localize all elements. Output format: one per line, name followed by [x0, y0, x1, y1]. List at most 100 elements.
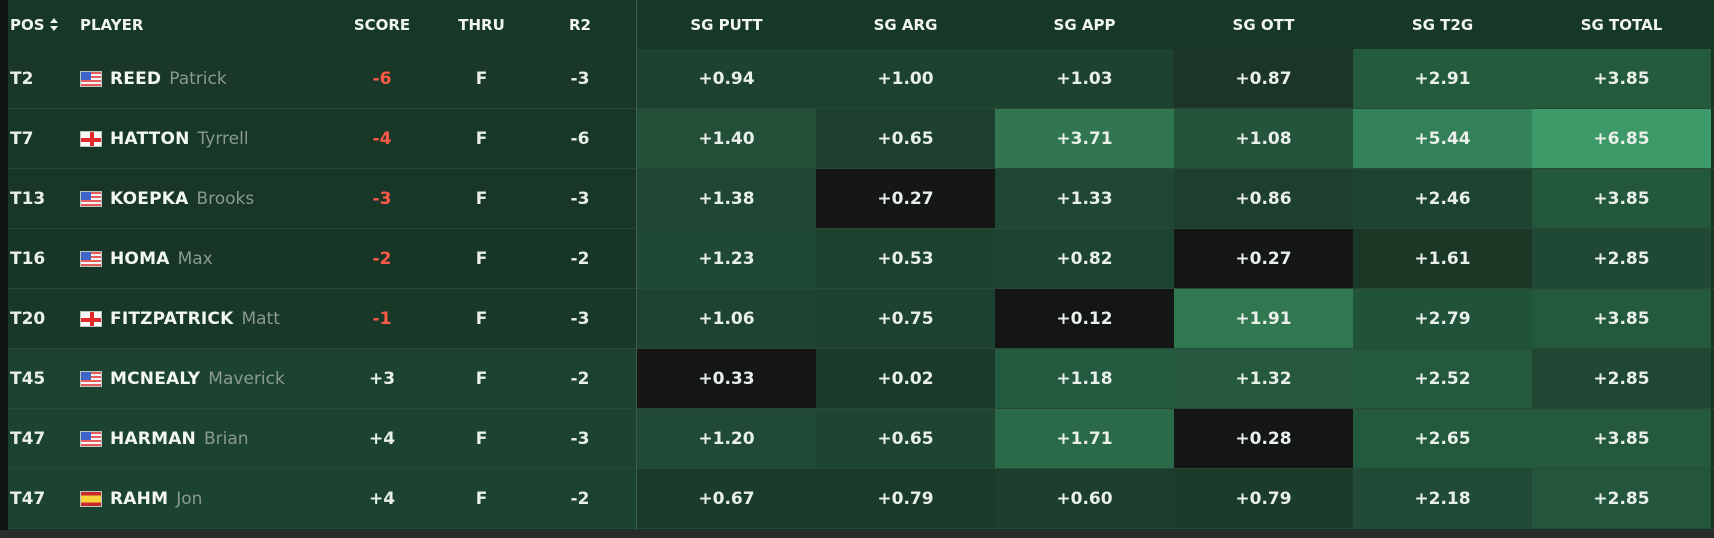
sg-t2g-cell: +2.65: [1353, 409, 1532, 469]
header-sg-arg[interactable]: SG ARG: [873, 15, 938, 34]
leaderboard-table: POS PLAYER SCORE THRU R2 SG PUTT SG ARG …: [8, 0, 1714, 530]
sg-t2g-cell: +5.44: [1353, 109, 1532, 169]
header-thru[interactable]: THRU: [458, 15, 505, 34]
thru-cell: F: [475, 69, 488, 89]
player-first-name: Max: [177, 249, 213, 269]
player-first-name: Tyrrell: [197, 129, 249, 149]
header-player[interactable]: PLAYER: [80, 15, 144, 34]
sg-app-cell: +3.71: [995, 109, 1174, 169]
table-row[interactable]: T47 RAHM Jon +4 F -2 +0.67 +0.79 +0.60 +…: [8, 469, 1714, 529]
score-cell: -3: [372, 189, 392, 209]
row-left: T7 HATTON Tyrrell -4 F -6: [8, 109, 637, 169]
score-cell: -1: [372, 309, 392, 329]
player-cell[interactable]: HARMAN Brian: [80, 409, 332, 469]
position-cell: T16: [10, 249, 46, 269]
us-flag-icon: [80, 431, 102, 447]
position-cell: T45: [10, 369, 46, 389]
sg-app-cell: +1.03: [995, 49, 1174, 109]
player-cell[interactable]: REED Patrick: [80, 49, 332, 109]
position-cell: T47: [10, 429, 46, 449]
table-row[interactable]: T2 REED Patrick -6 F -3 +0.94 +1.00 +1.0…: [8, 49, 1714, 109]
header-sg-app[interactable]: SG APP: [1053, 15, 1116, 34]
header-sg-t2g[interactable]: SG T2G: [1411, 15, 1474, 34]
sg-total-cell: +3.85: [1532, 409, 1711, 469]
player-cell[interactable]: KOEPKA Brooks: [80, 169, 332, 229]
row-separator: [8, 108, 1714, 109]
score-cell: +4: [368, 429, 396, 449]
player-last-name: HATTON: [110, 129, 190, 149]
header-r2[interactable]: R2: [569, 15, 591, 34]
player-cell[interactable]: RAHM Jon: [80, 469, 332, 529]
row-left: T13 KOEPKA Brooks -3 F -3: [8, 169, 637, 229]
player-cell[interactable]: HOMA Max: [80, 229, 332, 289]
row-separator: [8, 348, 1714, 349]
score-cell: -2: [372, 249, 392, 269]
round2-cell: -2: [570, 249, 590, 269]
table-row[interactable]: T13 KOEPKA Brooks -3 F -3 +1.38 +0.27 +1…: [8, 169, 1714, 229]
sg-app-cell: +1.18: [995, 349, 1174, 409]
position-cell: T7: [10, 129, 34, 149]
header-sg-total[interactable]: SG TOTAL: [1580, 15, 1663, 34]
table-row[interactable]: T47 HARMAN Brian +4 F -3 +1.20 +0.65 +1.…: [8, 409, 1714, 469]
sg-app-cell: +1.71: [995, 409, 1174, 469]
row-left: T47 HARMAN Brian +4 F -3: [8, 409, 637, 469]
row-separator: [8, 468, 1714, 469]
row-separator: [8, 228, 1714, 229]
thru-cell: F: [475, 189, 488, 209]
player-cell[interactable]: HATTON Tyrrell: [80, 109, 332, 169]
thru-cell: F: [475, 489, 488, 509]
header-sg-putt[interactable]: SG PUTT: [690, 15, 763, 34]
sg-arg-cell: +0.53: [816, 229, 995, 289]
sg-ott-cell: +0.86: [1174, 169, 1353, 229]
table-row[interactable]: T45 MCNEALY Maverick +3 F -2 +0.33 +0.02…: [8, 349, 1714, 409]
position-cell: T47: [10, 489, 46, 509]
player-last-name: FITZPATRICK: [110, 309, 234, 329]
round2-cell: -2: [570, 369, 590, 389]
sg-t2g-cell: +2.52: [1353, 349, 1532, 409]
player-first-name: Brooks: [196, 189, 255, 209]
player-cell[interactable]: MCNEALY Maverick: [80, 349, 332, 409]
table-row[interactable]: T16 HOMA Max -2 F -2 +1.23 +0.53 +0.82 +…: [8, 229, 1714, 289]
sg-ott-cell: +0.87: [1174, 49, 1353, 109]
us-flag-icon: [80, 251, 102, 267]
header-left: POS PLAYER SCORE THRU R2: [8, 0, 637, 49]
sort-arrows-icon[interactable]: [49, 17, 59, 32]
player-first-name: Jon: [176, 489, 203, 509]
round2-cell: -3: [570, 429, 590, 449]
table-row[interactable]: T7 HATTON Tyrrell -4 F -6 +1.40 +0.65 +3…: [8, 109, 1714, 169]
sg-app-cell: +0.82: [995, 229, 1174, 289]
sg-t2g-cell: +1.61: [1353, 229, 1532, 289]
sg-total-cell: +3.85: [1532, 289, 1711, 349]
sg-ott-cell: +0.27: [1174, 229, 1353, 289]
player-first-name: Maverick: [208, 369, 285, 389]
table-row[interactable]: T20 FITZPATRICK Matt -1 F -3 +1.06 +0.75…: [8, 289, 1714, 349]
sg-arg-cell: +1.00: [816, 49, 995, 109]
row-separator: [8, 408, 1714, 409]
player-cell[interactable]: FITZPATRICK Matt: [80, 289, 332, 349]
sg-arg-cell: +0.27: [816, 169, 995, 229]
position-cell: T2: [10, 69, 34, 89]
round2-cell: -3: [570, 189, 590, 209]
header-sg-ott[interactable]: SG OTT: [1232, 15, 1295, 34]
player-last-name: REED: [110, 69, 162, 89]
row-left: T47 RAHM Jon +4 F -2: [8, 469, 637, 529]
us-flag-icon: [80, 191, 102, 207]
header-score[interactable]: SCORE: [353, 15, 411, 34]
player-first-name: Patrick: [169, 69, 227, 89]
sg-app-cell: +0.12: [995, 289, 1174, 349]
header-pos[interactable]: POS: [8, 0, 80, 49]
row-separator: [8, 288, 1714, 289]
sg-putt-cell: +0.33: [637, 349, 816, 409]
sg-arg-cell: +0.79: [816, 469, 995, 529]
sg-ott-cell: +0.28: [1174, 409, 1353, 469]
round2-cell: -2: [570, 489, 590, 509]
score-cell: +3: [368, 369, 396, 389]
sg-arg-cell: +0.75: [816, 289, 995, 349]
sg-t2g-cell: +2.46: [1353, 169, 1532, 229]
sg-ott-cell: +1.08: [1174, 109, 1353, 169]
score-cell: -6: [372, 69, 392, 89]
sg-putt-cell: +0.67: [637, 469, 816, 529]
row-separator: [8, 528, 1714, 529]
player-first-name: Brian: [203, 429, 249, 449]
